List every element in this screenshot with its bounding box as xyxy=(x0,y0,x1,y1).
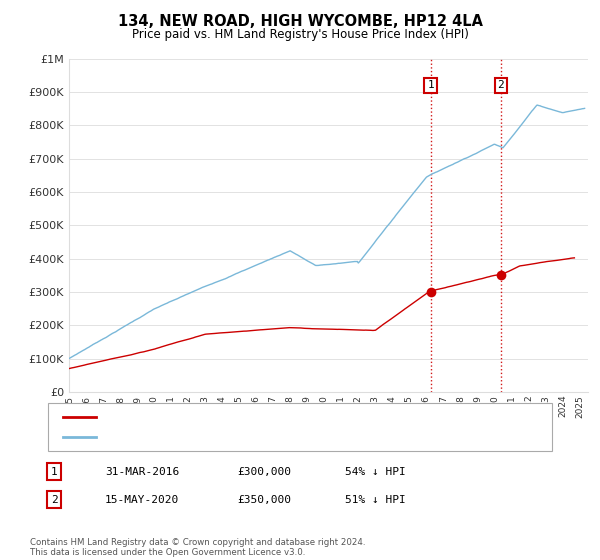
Text: Price paid vs. HM Land Registry's House Price Index (HPI): Price paid vs. HM Land Registry's House … xyxy=(131,28,469,41)
Text: 2: 2 xyxy=(497,81,504,91)
Text: 31-MAR-2016: 31-MAR-2016 xyxy=(105,466,179,477)
Text: 134, NEW ROAD, HIGH WYCOMBE, HP12 4LA: 134, NEW ROAD, HIGH WYCOMBE, HP12 4LA xyxy=(118,14,482,29)
Text: 2: 2 xyxy=(50,494,58,505)
Text: 54% ↓ HPI: 54% ↓ HPI xyxy=(345,466,406,477)
Text: £300,000: £300,000 xyxy=(237,466,291,477)
Text: £350,000: £350,000 xyxy=(237,494,291,505)
Text: 134, NEW ROAD, HIGH WYCOMBE, HP12 4LA (detached house): 134, NEW ROAD, HIGH WYCOMBE, HP12 4LA (d… xyxy=(102,413,429,422)
Text: 15-MAY-2020: 15-MAY-2020 xyxy=(105,494,179,505)
Text: Contains HM Land Registry data © Crown copyright and database right 2024.
This d: Contains HM Land Registry data © Crown c… xyxy=(30,538,365,557)
Text: 1: 1 xyxy=(427,81,434,91)
Text: 51% ↓ HPI: 51% ↓ HPI xyxy=(345,494,406,505)
Text: HPI: Average price, detached house, Buckinghamshire: HPI: Average price, detached house, Buck… xyxy=(102,432,386,442)
Text: 1: 1 xyxy=(50,466,58,477)
